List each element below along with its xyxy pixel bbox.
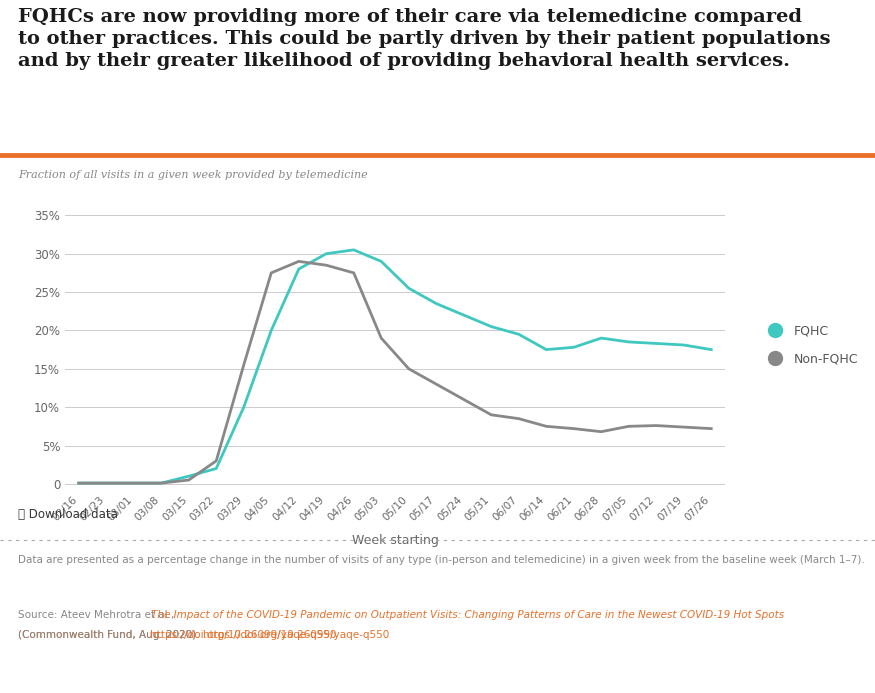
Text: FQHCs are now providing more of their care via telemedicine compared
to other pr: FQHCs are now providing more of their ca…	[18, 8, 830, 71]
Text: ⤓ Download data: ⤓ Download data	[18, 508, 118, 521]
Text: (Commonwealth Fund, Aug. 2020). https://doi.org/10.26099/yaqe-q550: (Commonwealth Fund, Aug. 2020). https://…	[18, 630, 389, 640]
Text: (Commonwealth Fund, Aug. 2020).: (Commonwealth Fund, Aug. 2020).	[18, 630, 203, 640]
X-axis label: Week starting: Week starting	[352, 534, 438, 547]
Text: https://doi.org/10.26099/yaqe-q550: https://doi.org/10.26099/yaqe-q550	[150, 630, 336, 640]
Legend: FQHC, Non-FQHC: FQHC, Non-FQHC	[758, 319, 864, 371]
Text: Data are presented as a percentage change in the number of visits of any type (i: Data are presented as a percentage chang…	[18, 555, 864, 565]
Text: Source: Ateev Mehrotra et al.,: Source: Ateev Mehrotra et al.,	[18, 610, 178, 620]
Text: The Impact of the COVID-19 Pandemic on Outpatient Visits: Changing Patterns of C: The Impact of the COVID-19 Pandemic on O…	[151, 610, 784, 620]
Text: Fraction of all visits in a given week provided by telemedicine: Fraction of all visits in a given week p…	[18, 170, 367, 180]
